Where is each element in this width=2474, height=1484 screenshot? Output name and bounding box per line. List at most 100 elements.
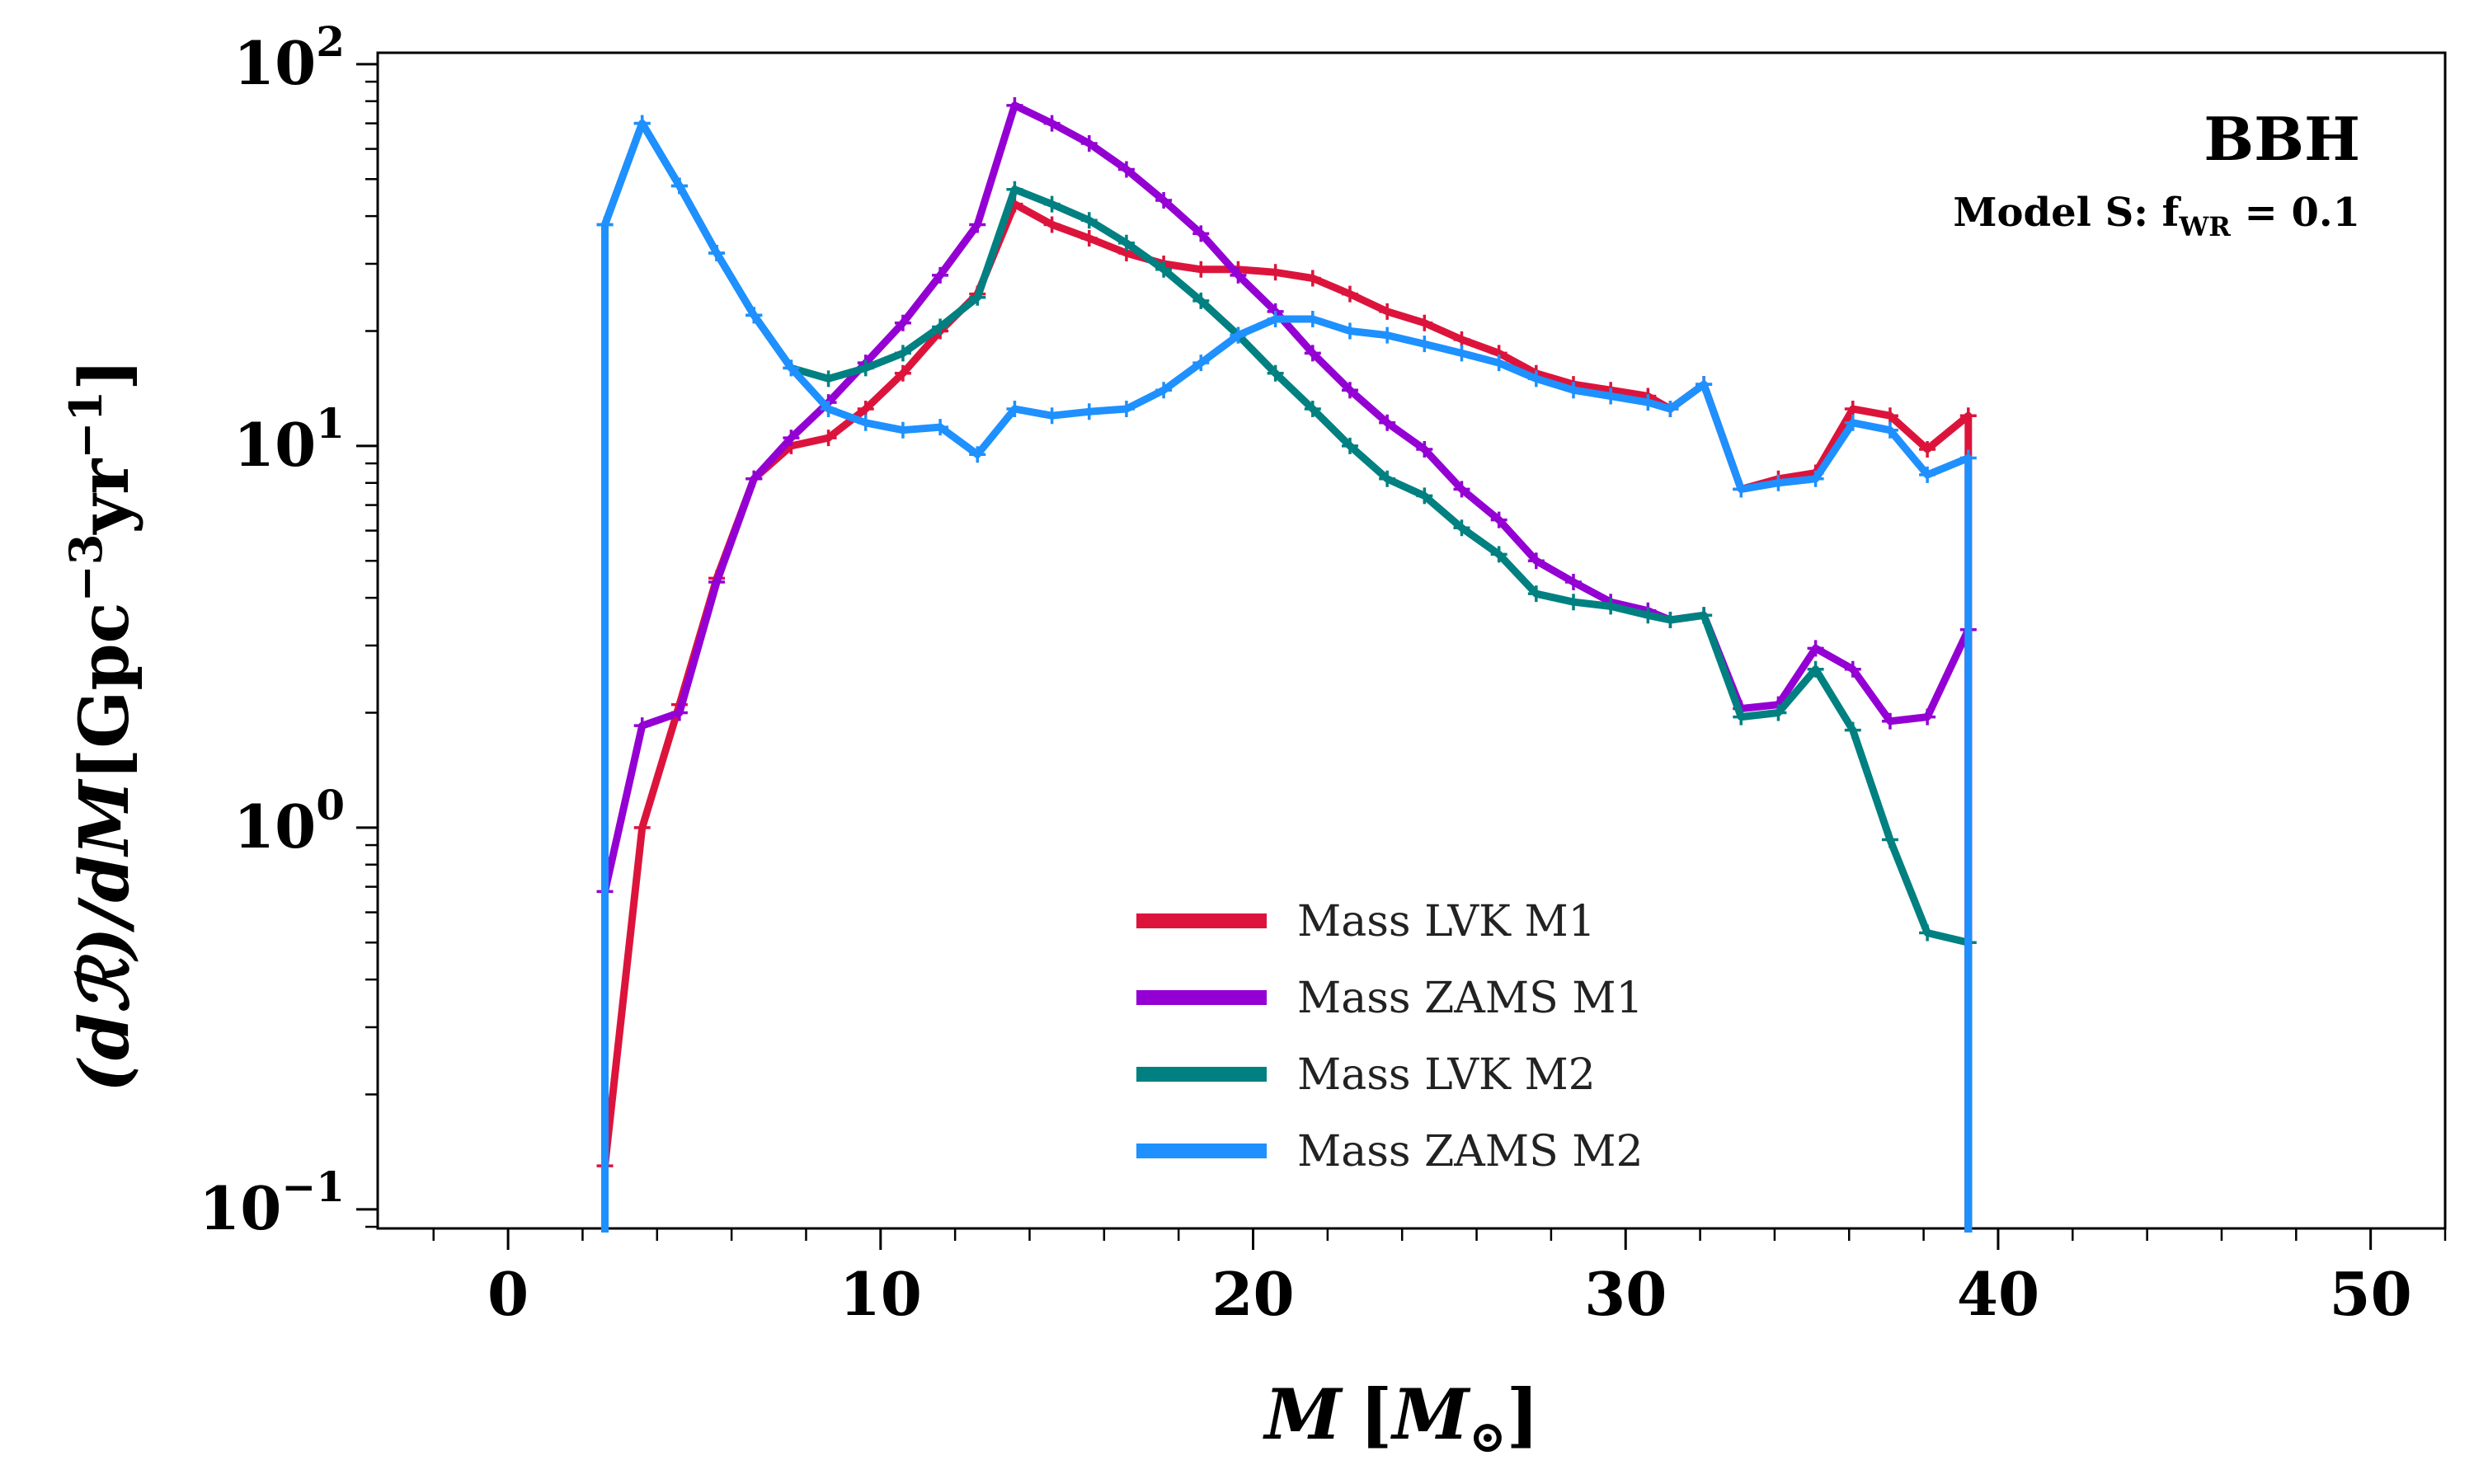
data-point-marker	[1490, 546, 1507, 563]
data-point-marker	[894, 345, 911, 362]
data-point-marker	[1919, 440, 1936, 458]
data-point-marker	[1453, 481, 1470, 498]
data-point-marker	[1959, 449, 1977, 467]
data-point-marker	[1117, 401, 1135, 418]
data-point-marker	[1080, 403, 1098, 420]
y-tick-exponent: 0	[316, 781, 345, 829]
data-point-marker	[1341, 382, 1358, 399]
data-point-marker	[932, 318, 949, 336]
data-point-marker	[1881, 831, 1898, 848]
data-point-marker	[1527, 370, 1545, 387]
data-point-marker	[1192, 355, 1210, 372]
data-point-marker	[1807, 660, 1824, 678]
series-layer	[596, 96, 1977, 1233]
x-tick-label: 0	[487, 1259, 529, 1329]
data-point-marker	[1341, 322, 1358, 340]
data-point-marker	[820, 401, 837, 418]
data-point-marker	[1006, 96, 1023, 114]
data-point-marker	[1844, 660, 1861, 678]
data-point-marker	[1959, 407, 1977, 425]
series-mass-zams-m2	[596, 115, 1977, 1233]
data-point-marker	[969, 216, 986, 233]
data-point-marker	[1844, 721, 1861, 739]
series-line	[601, 120, 1973, 1233]
data-point-marker	[1230, 266, 1247, 284]
x-axis-label-unit: M	[1390, 1374, 1471, 1455]
data-point-marker	[1304, 345, 1321, 362]
data-point-marker	[1881, 712, 1898, 730]
data-point-marker	[820, 430, 837, 447]
data-point-marker	[1341, 437, 1358, 454]
y-axis-label-exp2: −1	[59, 391, 112, 459]
data-point-marker	[894, 364, 911, 382]
data-point-marker	[1416, 314, 1433, 331]
data-point-marker	[1602, 598, 1620, 615]
data-point-marker	[1490, 355, 1507, 372]
annotation-subtitle-suffix: = 0.1	[2231, 190, 2360, 236]
data-point-marker	[1696, 376, 1713, 393]
legend-label: Mass ZAMS M2	[1297, 1127, 1644, 1176]
data-point-marker	[932, 266, 949, 284]
data-point-marker	[1919, 924, 1936, 942]
data-point-marker	[1006, 401, 1023, 418]
data-point-marker	[1304, 270, 1321, 287]
data-point-marker	[820, 370, 837, 387]
data-point-marker	[1192, 261, 1210, 278]
annotation-subtitle: Model S: fWR = 0.1	[1953, 190, 2360, 242]
data-point-marker	[969, 289, 986, 306]
data-point-marker	[783, 359, 800, 377]
data-point-marker	[894, 314, 911, 331]
data-point-marker	[596, 216, 614, 233]
data-point-marker	[1844, 414, 1861, 431]
data-point-marker	[1527, 552, 1545, 570]
data-point-marker	[1304, 310, 1321, 327]
data-point-marker	[1639, 607, 1657, 624]
data-point-marker	[1564, 382, 1582, 399]
data-point-marker	[1733, 708, 1750, 726]
data-point-marker	[1453, 519, 1470, 537]
data-point-marker	[1043, 216, 1061, 233]
data-point-marker	[1155, 191, 1173, 209]
y-tick-label: 100	[233, 781, 345, 862]
x-tick-label: 20	[1211, 1259, 1294, 1329]
y-axis-label-close: ]	[65, 359, 144, 391]
y-tick-exponent: 2	[316, 17, 345, 66]
data-point-marker	[1304, 401, 1321, 418]
data-point-marker	[857, 414, 874, 431]
annotation-title: BBH	[2204, 104, 2360, 174]
data-point-marker	[1192, 292, 1210, 309]
data-point-marker	[783, 430, 800, 447]
data-point-marker	[745, 470, 763, 487]
data-point-marker	[1192, 225, 1210, 242]
data-point-marker	[857, 359, 874, 377]
y-axis-label-exp1: −3	[59, 534, 112, 603]
y-tick-base: 10	[199, 1173, 281, 1243]
data-point-marker	[1696, 607, 1713, 624]
data-point-marker	[1341, 285, 1358, 303]
y-tick-base: 10	[233, 791, 316, 862]
data-point-marker	[1919, 466, 1936, 483]
data-point-marker	[1230, 326, 1247, 344]
data-point-marker	[1379, 470, 1396, 487]
data-point-marker	[633, 115, 651, 132]
y-axis-label-lhs: (dℛ)/dM	[65, 778, 144, 1092]
data-point-marker	[1379, 303, 1396, 320]
data-point-marker	[1733, 481, 1750, 498]
data-point-marker	[708, 244, 726, 261]
data-point-marker	[1919, 708, 1936, 726]
y-tick-label: 102	[233, 17, 345, 98]
data-point-marker	[1453, 345, 1470, 362]
data-point-marker	[1844, 401, 1861, 418]
y-tick-base: 10	[233, 28, 316, 98]
data-point-marker	[969, 446, 986, 463]
data-point-marker	[932, 419, 949, 436]
data-point-marker	[1043, 115, 1061, 132]
x-axis-label-symbol: M	[1263, 1374, 1344, 1455]
legend-label: Mass LVK M1	[1297, 897, 1596, 946]
data-point-marker	[1770, 704, 1787, 721]
x-axis-ticks: 0 10 20 30 40 50	[432, 1228, 2447, 1329]
legend-label: Mass ZAMS M1	[1297, 974, 1644, 1023]
